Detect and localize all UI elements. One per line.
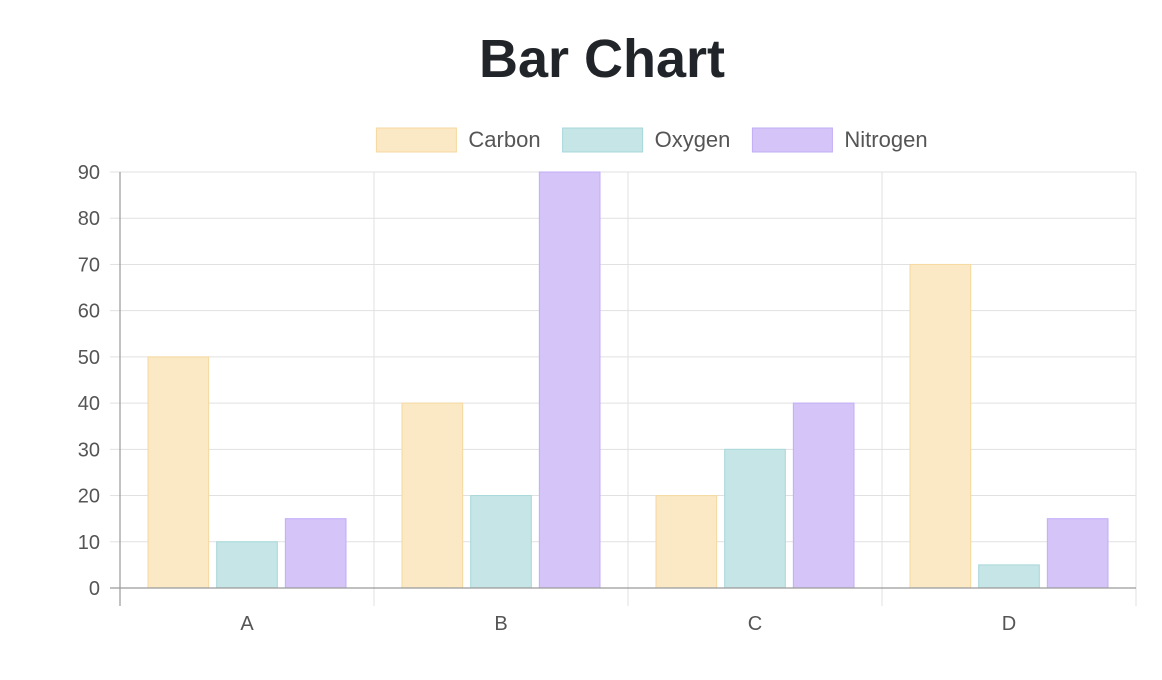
x-tick-label: B <box>494 613 507 635</box>
legend-label: Oxygen <box>655 127 731 152</box>
y-tick-label: 70 <box>78 254 100 276</box>
y-axis-ticks: 0 10 20 30 40 50 60 70 80 90 <box>78 162 100 600</box>
x-tick-label: A <box>240 613 254 635</box>
y-tick-label: 50 <box>78 347 100 369</box>
y-tick-label: 0 <box>89 578 100 600</box>
bar-oxygen-a <box>216 541 278 589</box>
bar-nitrogen-d <box>1046 518 1109 589</box>
legend-item-oxygen[interactable]: Oxygen <box>562 127 731 153</box>
bar-carbon-a <box>147 356 210 589</box>
y-tick-label: 40 <box>78 393 100 415</box>
y-tick-label: 90 <box>78 162 100 184</box>
chart-title: Bar Chart <box>478 29 726 89</box>
y-tick-label: 10 <box>78 532 100 554</box>
legend-swatch <box>562 127 644 153</box>
bar-nitrogen-a <box>284 518 347 589</box>
bar-oxygen-d <box>978 564 1040 589</box>
grid <box>110 171 1137 606</box>
legend-label: Nitrogen <box>844 127 927 152</box>
bar-carbon-b <box>401 402 464 589</box>
x-axis-ticks: A B C D <box>240 613 1016 635</box>
y-tick-label: 60 <box>78 301 100 323</box>
x-tick-label: C <box>748 613 762 635</box>
y-tick-label: 30 <box>78 439 100 461</box>
legend-swatch <box>375 127 457 153</box>
bar-oxygen-b <box>470 495 532 589</box>
bar-carbon-c <box>655 495 718 589</box>
bars <box>147 171 1109 589</box>
x-tick-label: D <box>1002 613 1016 635</box>
legend-item-carbon[interactable]: Carbon <box>375 127 541 153</box>
bar-nitrogen-c <box>792 402 855 589</box>
legend-label: Carbon <box>468 127 540 152</box>
bar-oxygen-c <box>724 448 786 589</box>
y-tick-label: 80 <box>78 208 100 230</box>
legend-item-nitrogen[interactable]: Nitrogen <box>751 127 928 153</box>
y-tick-label: 20 <box>78 486 100 508</box>
legend-swatch <box>751 127 833 153</box>
axes <box>110 172 1136 606</box>
legend: Carbon Oxygen Nitrogen <box>375 127 928 153</box>
bar-nitrogen-b <box>538 171 601 589</box>
bar-carbon-d <box>909 263 972 589</box>
